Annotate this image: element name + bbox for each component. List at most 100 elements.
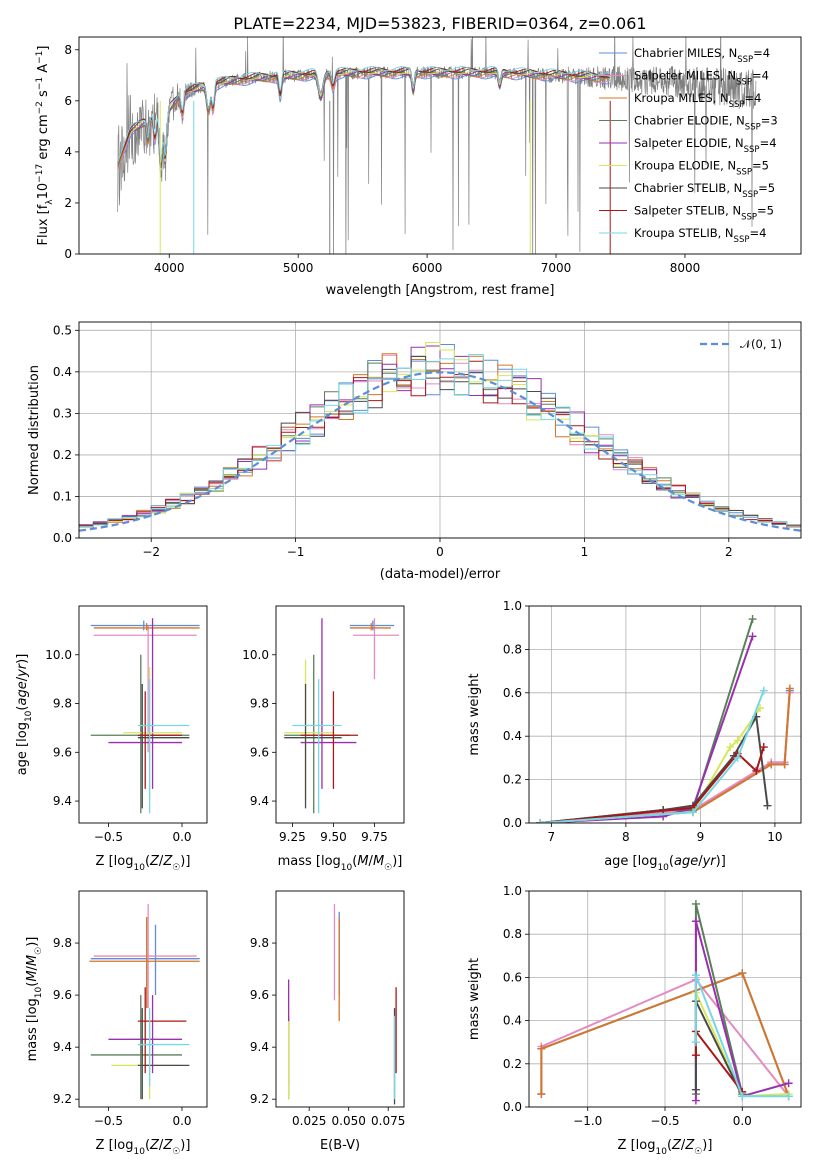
legend-entry: Kroupa MILES, NSSP=4 xyxy=(634,91,761,110)
weight-point-marker xyxy=(536,819,545,823)
x-tick-label: −0.5 xyxy=(650,1114,679,1128)
label-part: age [log xyxy=(604,854,657,869)
weight-series-line xyxy=(540,746,765,823)
weight-series-line xyxy=(540,971,790,1097)
axes-frame xyxy=(78,321,802,539)
weight-point-marker xyxy=(691,1051,700,1060)
y-tick-label: 0.4 xyxy=(503,1014,522,1028)
label-sub: 10 xyxy=(655,1147,667,1157)
axes-frame xyxy=(528,890,802,1108)
y-tick-label: 0.2 xyxy=(53,448,72,462)
weight-point-marker xyxy=(691,899,700,908)
label-part: )] xyxy=(716,854,726,869)
weight-point-marker xyxy=(691,971,700,980)
y-tick-label: 0.3 xyxy=(53,406,72,420)
label-part: Z xyxy=(162,854,173,869)
y-tick-label: 9.4 xyxy=(53,794,72,808)
y-tick-label: 9.8 xyxy=(250,697,269,711)
label-part: Z xyxy=(684,1138,695,1153)
axes-frame xyxy=(78,36,802,255)
ylabel-part: −17 xyxy=(35,164,45,183)
label-sub: 10 xyxy=(133,1147,145,1157)
legend-entry: Salpeter ELODIE, NSSP=4 xyxy=(634,136,777,155)
label-part: / xyxy=(369,854,374,869)
label-part: )] xyxy=(392,854,402,869)
weight-point-marker xyxy=(785,684,794,693)
x-tick-label: 0.0 xyxy=(733,1114,752,1128)
x-tick-label: 7000 xyxy=(541,261,572,275)
weight-point-marker xyxy=(691,917,700,926)
legend-tail: =4 xyxy=(753,46,770,60)
spectrum-ylabel: Flux [fλ10−17 erg cm−2 s−1 A−1] xyxy=(35,46,55,246)
plot-area-spectrum xyxy=(117,37,757,254)
weight-point-marker xyxy=(691,1096,700,1105)
x-tick-label: 6000 xyxy=(412,261,443,275)
axes-frame xyxy=(275,890,405,1108)
mass-vs-ebv-xlabel: E(B-V) xyxy=(320,1138,360,1153)
y-tick-label: 0.4 xyxy=(503,729,522,743)
legend-tail: =4 xyxy=(760,136,777,150)
legend-label: Salpeter ELODIE, N xyxy=(634,136,744,150)
label-part: yr xyxy=(702,854,718,869)
ylabel-part: 10 xyxy=(36,183,51,200)
y-tick-label: 0.6 xyxy=(503,970,522,984)
mass-vs-z-ylabel: mass [log10(M/M☉)] xyxy=(25,937,44,1062)
x-tick-label: 1 xyxy=(581,545,589,559)
ylabel-part: Flux [f xyxy=(36,204,51,245)
label-part: Z [log xyxy=(96,1138,134,1153)
x-tick-label: 5000 xyxy=(283,261,314,275)
label-part: M xyxy=(373,854,384,869)
legend-tail: =5 xyxy=(757,204,774,218)
weight-series-line xyxy=(694,903,744,1095)
weight-point-marker xyxy=(784,1079,793,1088)
residuals-legend: 𝒩(0, 1) xyxy=(700,337,782,351)
y-tick-label: 9.4 xyxy=(53,1040,72,1054)
ylabel-part: erg cm xyxy=(36,114,51,163)
y-tick-label: 2 xyxy=(64,196,72,210)
weight-vs-age-ylabel: mass weight xyxy=(467,673,482,755)
legend-label: Salpeter STELIB, N xyxy=(634,204,741,218)
label-part: ( xyxy=(25,982,40,987)
label-part: ☉ xyxy=(694,1147,702,1157)
legend-label: Kroupa STELIB, N xyxy=(634,226,734,240)
legend-tail: =5 xyxy=(758,181,775,195)
weight-point-marker xyxy=(763,801,772,810)
legend-entry: Chabrier MILES, NSSP=4 xyxy=(634,46,770,65)
label-part: mass [log xyxy=(278,854,341,869)
label-part: ( xyxy=(145,1138,150,1153)
y-tick-label: 0.0 xyxy=(503,1100,522,1114)
y-tick-label: 0.5 xyxy=(53,323,72,337)
label-part: / xyxy=(681,1138,686,1153)
y-tick-label: 9.4 xyxy=(250,1040,269,1054)
legend-entry: Salpeter STELIB, NSSP=5 xyxy=(634,204,774,223)
weight-series-line xyxy=(540,692,791,823)
legend-sub: SSP xyxy=(736,168,752,178)
y-tick-label: 9.6 xyxy=(53,988,72,1002)
y-tick-label: 0.0 xyxy=(503,816,522,830)
ylabel-part: λ xyxy=(45,199,55,205)
chart-mass-vs-z: −0.5 0.09.29.49.69.8Z [log10(Z/Z☉)]mass [… xyxy=(25,890,208,1157)
y-tick-label: 0 xyxy=(64,247,72,261)
chart-age-vs-z: −0.5 0.09.49.69.810.0Z [log10(Z/Z☉)]age [… xyxy=(15,605,208,873)
weight-point-marker xyxy=(688,808,697,817)
x-tick-label: −0.5 xyxy=(94,1114,123,1128)
age-vs-z-xlabel: Z [log10(Z/Z☉)] xyxy=(96,854,191,873)
legend-entry: 𝒩(0, 1) xyxy=(740,337,782,351)
label-part: / xyxy=(25,965,40,970)
label-part: Z xyxy=(149,1138,160,1153)
label-part: )] xyxy=(180,1138,190,1153)
page-title: PLATE=2234, MJD=53823, FIBERID=0364, z=0… xyxy=(233,14,646,33)
ylabel-part: A xyxy=(36,64,51,77)
weight-point-marker xyxy=(691,1085,700,1094)
x-tick-label: 0.0 xyxy=(172,1114,191,1128)
weight-point-marker xyxy=(780,760,789,769)
label-sub: 10 xyxy=(34,986,44,998)
weight-series-line xyxy=(694,974,789,1098)
label-part: age xyxy=(674,854,698,869)
axes-frame xyxy=(78,605,208,824)
label-part: ☉ xyxy=(384,863,392,873)
spectrum-xlabel: wavelength [Angstrom, rest frame] xyxy=(326,283,555,298)
x-tick-label: −1.0 xyxy=(573,1114,602,1128)
